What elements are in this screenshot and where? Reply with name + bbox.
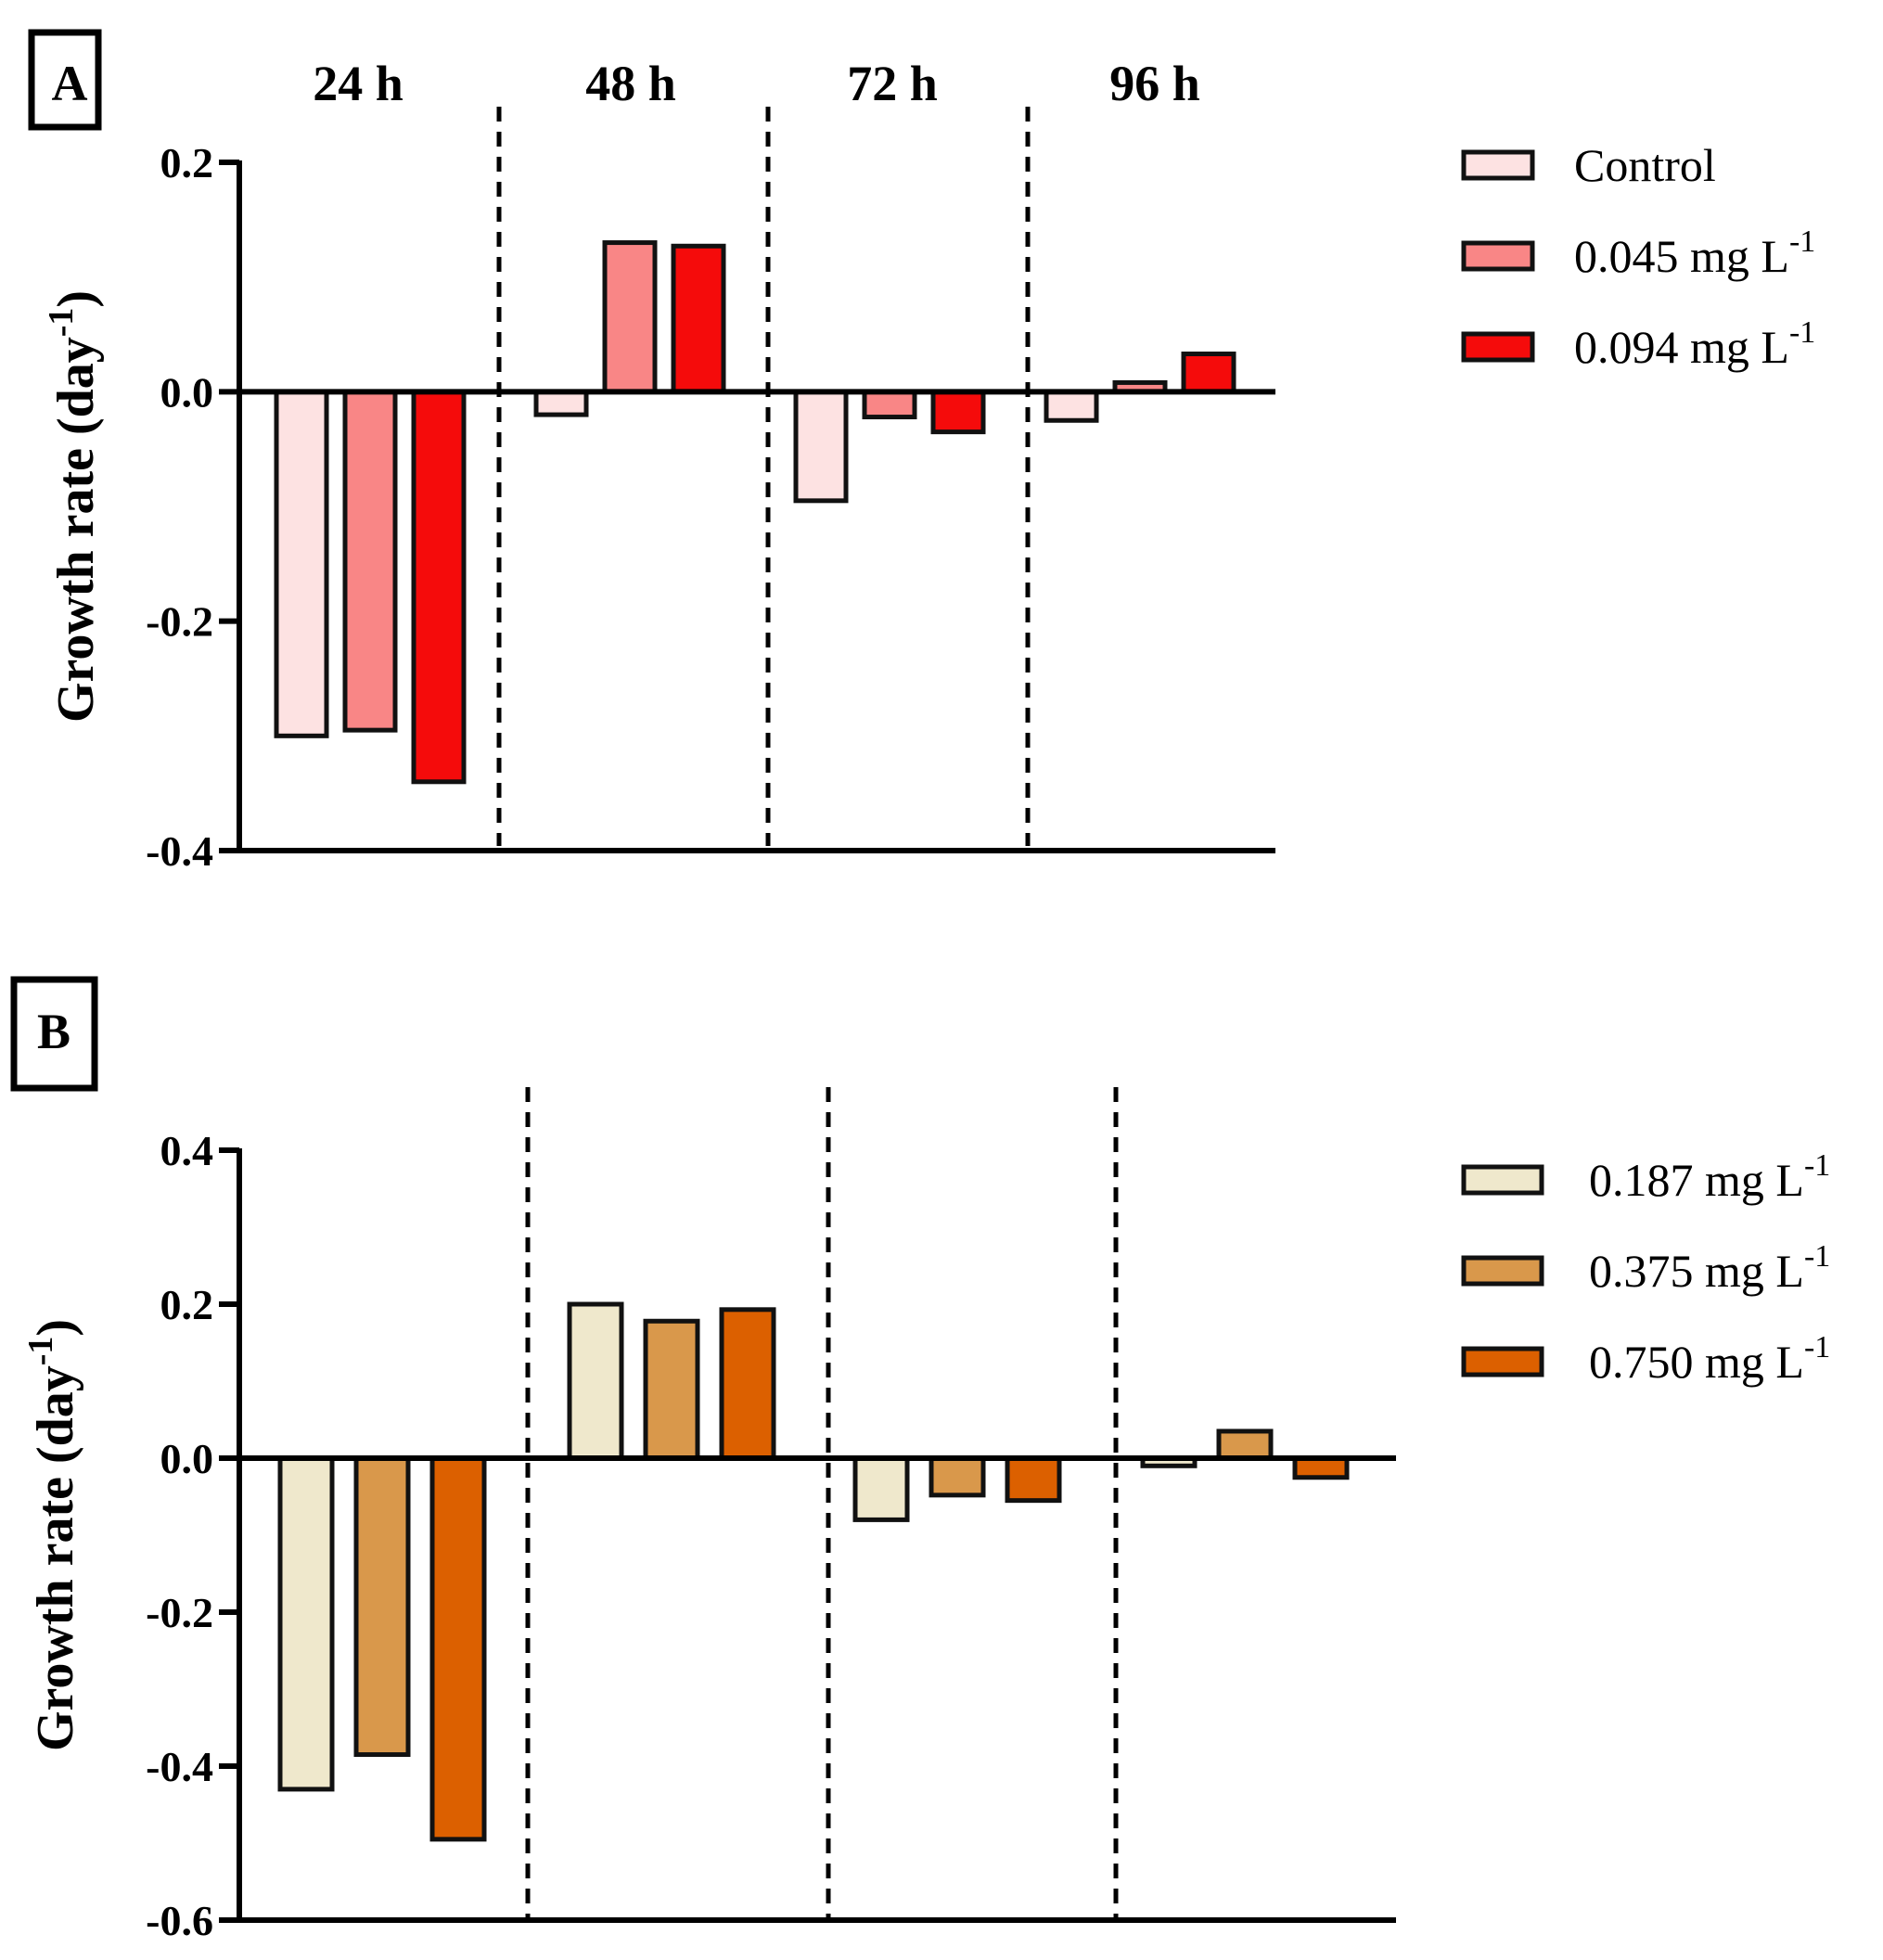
panel-b-bar-2-2 [643, 1318, 700, 1461]
panel-a-bar-1-3 [793, 389, 849, 504]
panel-b-bar-1-1 [277, 1455, 335, 1792]
panel-a-bar-3-2 [671, 243, 726, 394]
panel-b-bar-2-3 [929, 1455, 986, 1498]
panel-a-bar-1-2 [533, 389, 589, 417]
panel-a-ytick-label-1: 0.2 [160, 139, 214, 186]
panel-a-category-label-1: 24 h [313, 56, 404, 111]
panel-a-letter: A [52, 56, 88, 111]
panel-a-bar-1-4 [1044, 389, 1099, 423]
panel-a-bar-2-2 [602, 240, 658, 394]
panel-b-ytick-label-6: -0.6 [146, 1897, 213, 1944]
panel-a-ytick-label-3: -0.2 [146, 598, 213, 646]
panel-b-legend-label-3: 0.750 mg L-1 [1589, 1330, 1830, 1388]
panel-a-category-label-4: 96 h [1109, 56, 1200, 111]
panel-b-legend-swatch-3 [1461, 1346, 1544, 1377]
panel-a-legend-swatch-1 [1461, 149, 1535, 181]
panel-b-ytick-label-5: -0.4 [146, 1743, 213, 1790]
panel-a-bar-2-1 [342, 389, 398, 733]
panel-a-bar-3-1 [411, 389, 467, 785]
panel-a-legend-swatch-3 [1461, 331, 1535, 363]
panel-b-legend-label-1: 0.187 mg L-1 [1589, 1148, 1830, 1206]
panel-a-y-axis-label: Growth rate (day-1) [42, 290, 105, 723]
panel-b-bar-2-1 [353, 1455, 411, 1758]
panel-b-ytick-label-4: -0.2 [146, 1589, 213, 1636]
panel-a-legend-swatch-2 [1461, 240, 1535, 272]
panel-a-bar-3-3 [930, 389, 986, 435]
panel-b-bar-3-1 [429, 1455, 487, 1842]
panel-a-category-label-3: 72 h [847, 56, 938, 111]
panel-b-bar-2-4 [1216, 1428, 1274, 1461]
panel-a-ytick-label-4: -0.4 [146, 827, 213, 875]
panel-a-bar-3-4 [1181, 352, 1236, 394]
panel-b-label-box [10, 976, 98, 1092]
panel-b-bar-3-3 [1005, 1455, 1062, 1504]
panel-b-bar-3-4 [1292, 1455, 1350, 1480]
panel-a-legend-label-2: 0.045 mg L-1 [1574, 224, 1815, 282]
panel-a-bar-1-1 [274, 389, 329, 738]
panel-b-y-axis-label: Growth rate (day-1) [21, 1319, 84, 1751]
panel-a-ytick-label-2: 0.0 [160, 368, 214, 416]
panel-a: A 0.2 0.0 -0.2 -0.4 Growth rate (day-1) 24 h 48… [28, 29, 1815, 875]
panel-b-legend-swatch-1 [1461, 1164, 1544, 1196]
panel-a-legend-label-3: 0.094 mg L-1 [1574, 315, 1815, 373]
panel-b-ytick-label-1: 0.4 [160, 1127, 214, 1174]
panel-a-label-box [28, 29, 102, 131]
panel-a-category-label-2: 48 h [585, 56, 676, 111]
panel-b-ytick-label-3: 0.0 [160, 1435, 214, 1482]
panel-b-legend-swatch-2 [1461, 1255, 1544, 1287]
panel-b-legend-label-2: 0.375 mg L-1 [1589, 1239, 1830, 1297]
panel-b-letter: B [37, 1004, 70, 1059]
panel-a-legend-label-1: Control [1574, 139, 1716, 191]
panel-b: B 0.4 0.2 0.0 -0.2 -0.4 -0.6 Growth rate (day-1… [10, 976, 1830, 1944]
panel-b-bar-1-2 [567, 1301, 624, 1461]
panel-b-bar-3-2 [719, 1307, 776, 1461]
panel-b-ytick-label-2: 0.2 [160, 1281, 214, 1328]
panel-b-bar-1-3 [852, 1455, 910, 1522]
panel-a-bar-2-3 [862, 389, 917, 420]
